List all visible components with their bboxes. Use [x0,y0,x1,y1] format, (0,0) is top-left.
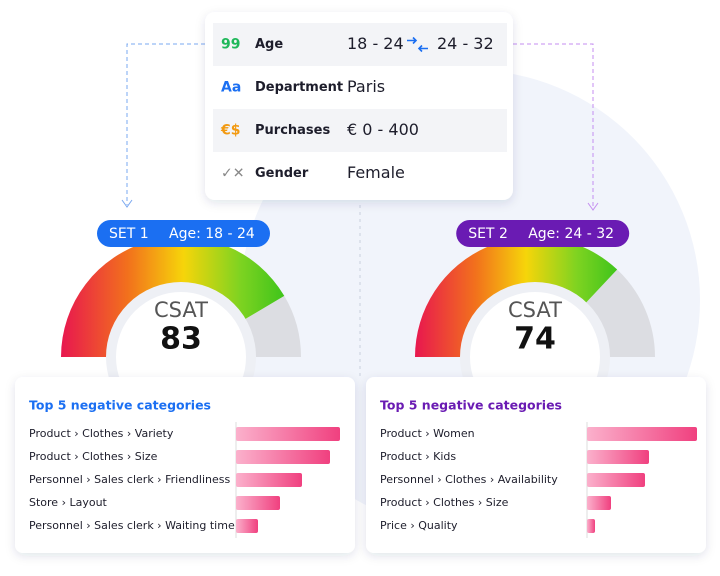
filter-list: 99 Age 18 - 24 24 - 32 Aa Department Paris €$ Pu… [213,23,507,182]
card-title: Top 5 negative categories [380,398,562,413]
arrowhead [587,202,599,211]
set-pill [97,220,270,247]
gauge-track [584,269,655,357]
gauge-metric: CSAT [154,298,208,322]
set-pill [456,220,630,247]
category-label: Store › Layout [29,496,108,509]
gauge-score: 83 [160,322,202,357]
category-label: Product › Clothes › Variety [29,427,174,440]
set-segment: Age: 18 - 24 [169,226,255,242]
filter-value: 18 - 24 [347,34,404,53]
arrowhead [121,199,133,208]
filter-label: Gender [255,166,309,181]
bar [587,519,595,533]
connector [126,43,205,205]
filter-row-bg [213,23,507,66]
category-label: Price › Quality [380,519,458,532]
gauge-score: 74 [514,322,556,357]
filter-icon: ✓✕ [221,166,244,182]
connector [513,43,594,208]
category-label: Product › Kids [380,450,456,463]
category-label: Product › Women [380,427,475,440]
gauge-fill [61,237,285,357]
filter-label: Department [255,80,343,95]
card-title: Top 5 negative categories [29,398,211,413]
bar [587,496,611,510]
gauge-track [242,295,301,357]
category-label: Personnel › Clothes › Availability [380,473,558,486]
filter-value: Paris [347,77,385,96]
set-name: SET 1 [109,226,149,242]
filter-value: € 0 - 400 [347,120,419,139]
bar [236,473,302,487]
category-label: Product › Clothes › Size [29,450,158,463]
filter-row-bg [213,109,507,152]
category-card [366,377,706,553]
compare-icon [407,36,428,53]
filter-label: Purchases [255,123,330,138]
category-label: Personnel › Sales clerk › Waiting time [29,519,235,532]
gauge-fill [415,237,618,357]
gauge-metric: CSAT [508,298,562,322]
set-name: SET 2 [468,226,508,242]
filter-value: Female [347,163,405,182]
bar [236,427,340,441]
bar [587,473,645,487]
filter-compare: 24 - 32 [437,34,494,53]
bar [236,450,330,464]
set-segment: Age: 24 - 32 [528,226,614,242]
bar [236,496,280,510]
filter-label: Age [255,37,283,52]
bar [587,427,697,441]
bar [587,450,649,464]
category-label: Product › Clothes › Size [380,496,509,509]
filter-icon: €$ [220,123,240,139]
filter-icon: Aa [221,80,241,96]
category-label: Personnel › Sales clerk › Friendliness [29,473,230,486]
bar [236,519,258,533]
filter-icon: 99 [221,37,240,53]
